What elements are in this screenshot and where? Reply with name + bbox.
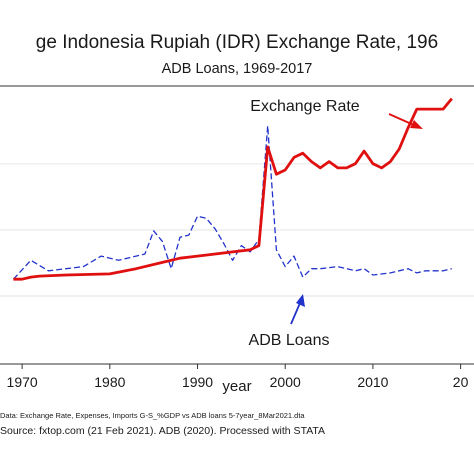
annotation-exchange-rate: Exchange Rate (250, 98, 423, 129)
x-axis-label: year (222, 378, 251, 395)
x-tick-label-3: 2000 (270, 374, 301, 390)
series-layer (12, 97, 453, 281)
series-line-adb-loans (12, 125, 452, 280)
annotation-adb-loans: ADB Loans (249, 294, 330, 349)
exchange-rate-annotation-label: Exchange Rate (250, 98, 360, 115)
x-tick-label-1: 1980 (94, 374, 125, 390)
adb-loans-arrow-head (296, 294, 305, 307)
chart-title: ge Indonesia Rupiah (IDR) Exchange Rate,… (36, 32, 438, 53)
x-tick-label-5: 20 (453, 374, 469, 390)
adb-loans-arrow-shaft (290, 302, 301, 325)
chart-subtitle: ADB Loans, 1969-2017 (162, 61, 313, 77)
x-axis-ticks: 1970 1980 1990 2000 2010 20 (7, 364, 469, 390)
note-source: Source: fxtop.com (21 Feb 2021). ADB (20… (0, 425, 325, 437)
exchange-rate-arrow-shaft (388, 113, 417, 127)
plot-frame (0, 85, 474, 365)
grid-lines (0, 163, 474, 297)
x-tick-label-0: 1970 (7, 374, 38, 390)
adb-loans-annotation-label: ADB Loans (249, 332, 330, 349)
series-line-exchange-rate (13, 97, 453, 281)
x-tick-label-2: 1990 (182, 374, 213, 390)
note-data-source: Data: Exchange Rate, Expenses, Imports G… (0, 411, 305, 420)
exchange-rate-arrow-head (410, 120, 423, 129)
x-tick-label-4: 2010 (357, 374, 388, 390)
